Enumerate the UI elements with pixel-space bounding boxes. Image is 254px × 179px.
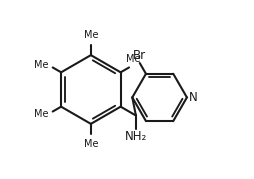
Text: Br: Br [133, 49, 146, 62]
Text: Me: Me [84, 30, 98, 40]
Text: Me: Me [126, 54, 141, 64]
Text: NH₂: NH₂ [125, 130, 147, 143]
Text: Me: Me [34, 109, 48, 119]
Text: N: N [189, 91, 197, 104]
Text: Me: Me [84, 139, 98, 149]
Text: Me: Me [34, 60, 48, 70]
